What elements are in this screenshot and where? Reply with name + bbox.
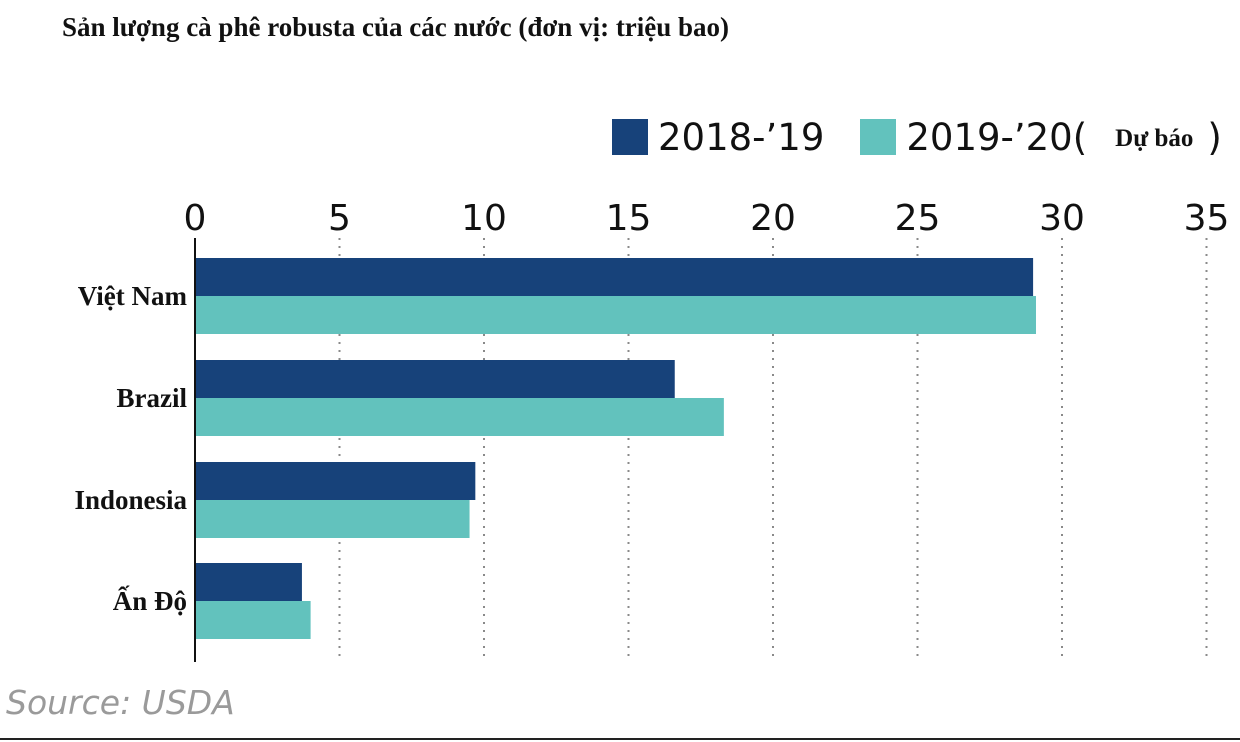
- source-note: Source: USDA: [6, 683, 235, 722]
- bar-việt-nam-series-1: [195, 258, 1034, 296]
- legend-open-paren: (: [1072, 115, 1088, 159]
- x-tick-label-20: 20: [750, 198, 796, 239]
- x-tick-label-0: 0: [184, 198, 207, 239]
- bar-ấn-độ-series-1: [195, 563, 302, 601]
- bar-indonesia-series-1: [195, 462, 476, 500]
- x-tick-label-30: 30: [1039, 198, 1085, 239]
- legend-label-2019-20: 2019-’20: [906, 115, 1073, 159]
- x-tick-label-5: 5: [328, 198, 351, 239]
- legend-swatch-2018-19: [612, 119, 648, 155]
- x-tick-label-15: 15: [606, 198, 652, 239]
- x-tick-label-10: 10: [461, 198, 507, 239]
- chart-title: Sản lượng cà phê robusta của các nước (đ…: [62, 12, 730, 42]
- bar-ấn-độ-series-2: [195, 601, 311, 639]
- bar-brazil-series-2: [195, 398, 724, 436]
- x-tick-label-35: 35: [1184, 198, 1230, 239]
- legend-close-paren: ): [1207, 115, 1222, 159]
- category-label-3: Indonesia: [74, 485, 187, 515]
- x-tick-label-25: 25: [895, 198, 941, 239]
- legend-forecast-note: Dự báo: [1115, 125, 1194, 152]
- bar-indonesia-series-2: [195, 500, 470, 538]
- legend-swatch-2019-20: [860, 119, 897, 155]
- category-label-1: Việt Nam: [78, 281, 188, 311]
- legend-label-2018-19: 2018-’19: [658, 115, 825, 159]
- category-label-4: Ấn Độ: [113, 585, 187, 616]
- legend: 2018-’19 2019-’20 ( Dự báo ): [612, 112, 1222, 162]
- bar-việt-nam-series-2: [195, 296, 1036, 334]
- bar-brazil-series-1: [195, 360, 675, 398]
- bottom-rule: [0, 738, 1240, 740]
- category-label-2: Brazil: [117, 383, 188, 413]
